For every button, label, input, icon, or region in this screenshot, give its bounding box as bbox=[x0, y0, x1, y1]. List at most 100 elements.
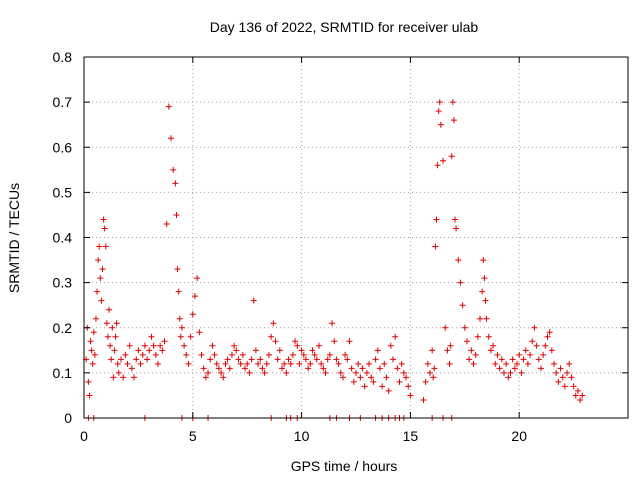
data-point bbox=[374, 347, 381, 354]
data-point bbox=[472, 351, 479, 358]
data-point bbox=[442, 324, 449, 331]
data-point bbox=[579, 392, 586, 399]
data-point bbox=[146, 347, 153, 354]
data-point bbox=[311, 351, 318, 358]
data-point bbox=[112, 333, 119, 340]
data-point bbox=[220, 374, 227, 381]
data-point bbox=[432, 243, 439, 250]
data-point bbox=[115, 369, 122, 376]
data-point bbox=[449, 99, 456, 106]
data-point bbox=[420, 396, 427, 403]
data-point bbox=[448, 153, 455, 160]
data-point bbox=[355, 360, 362, 367]
data-point bbox=[430, 374, 437, 381]
data-point bbox=[396, 378, 403, 385]
data-point bbox=[137, 360, 144, 367]
data-point bbox=[150, 342, 157, 349]
data-point bbox=[433, 216, 440, 223]
data-point bbox=[424, 360, 431, 367]
data-point bbox=[559, 374, 566, 381]
data-point bbox=[198, 351, 205, 358]
data-point bbox=[187, 333, 194, 340]
data-point bbox=[440, 157, 447, 164]
data-point bbox=[320, 365, 327, 372]
data-point bbox=[177, 333, 184, 340]
data-point bbox=[170, 166, 177, 173]
data-point bbox=[339, 374, 346, 381]
data-point bbox=[400, 369, 407, 376]
data-point bbox=[474, 333, 481, 340]
data-point bbox=[122, 351, 129, 358]
data-point bbox=[213, 360, 220, 367]
data-point bbox=[163, 220, 170, 227]
data-point bbox=[159, 347, 166, 354]
data-point bbox=[348, 365, 355, 372]
data-point bbox=[272, 338, 279, 345]
y-tick-label: 0.3 bbox=[53, 275, 73, 291]
data-point bbox=[551, 360, 558, 367]
data-point bbox=[88, 347, 95, 354]
data-point bbox=[292, 338, 299, 345]
data-point bbox=[453, 225, 460, 232]
data-point bbox=[289, 351, 296, 358]
data-point bbox=[577, 396, 584, 403]
data-point bbox=[555, 378, 562, 385]
data-point bbox=[113, 320, 120, 327]
data-point bbox=[276, 347, 283, 354]
x-tick-label: 15 bbox=[403, 428, 419, 444]
y-tick-label: 0.7 bbox=[53, 94, 73, 110]
data-point bbox=[92, 315, 99, 322]
data-point bbox=[294, 342, 301, 349]
data-point bbox=[270, 320, 277, 327]
data-point bbox=[263, 360, 270, 367]
y-axis-label: SRMTID / TECUs bbox=[6, 183, 22, 293]
data-point bbox=[126, 342, 133, 349]
y-tick-label: 0.8 bbox=[53, 49, 73, 65]
data-point bbox=[548, 347, 555, 354]
data-point bbox=[370, 378, 377, 385]
data-point bbox=[99, 266, 106, 273]
data-point bbox=[436, 99, 443, 106]
data-point bbox=[157, 342, 164, 349]
data-point bbox=[514, 360, 521, 367]
data-point bbox=[342, 351, 349, 358]
axes-layer: 0 0.1 0.2 0.3 0.4 0.5 0.6 0.7 0.8 0 5 10 15 20 bbox=[53, 49, 629, 444]
data-point bbox=[385, 387, 392, 394]
data-point bbox=[537, 365, 544, 372]
data-point bbox=[85, 378, 92, 385]
data-point bbox=[300, 351, 307, 358]
data-point bbox=[235, 356, 242, 363]
data-point bbox=[218, 369, 225, 376]
data-point bbox=[207, 356, 214, 363]
data-point bbox=[407, 392, 414, 399]
data-point bbox=[426, 369, 433, 376]
data-point bbox=[239, 351, 246, 358]
x-tick-label: 10 bbox=[294, 428, 310, 444]
data-point bbox=[124, 360, 131, 367]
data-point bbox=[479, 288, 486, 295]
data-point bbox=[148, 333, 155, 340]
data-point bbox=[481, 275, 488, 282]
data-point bbox=[261, 369, 268, 376]
data-point bbox=[94, 288, 101, 295]
data-point bbox=[237, 360, 244, 367]
data-point bbox=[144, 356, 151, 363]
data-point bbox=[313, 356, 320, 363]
data-point bbox=[566, 360, 573, 367]
data-point bbox=[353, 369, 359, 376]
data-point bbox=[477, 315, 484, 322]
data-point bbox=[202, 374, 209, 381]
points-layer bbox=[83, 99, 586, 421]
data-point bbox=[487, 347, 494, 354]
data-point bbox=[463, 338, 470, 345]
data-point bbox=[165, 103, 172, 110]
data-point bbox=[466, 356, 473, 363]
data-point bbox=[298, 347, 305, 354]
data-point bbox=[490, 342, 497, 349]
data-point bbox=[389, 356, 396, 363]
data-point bbox=[335, 360, 342, 367]
data-point bbox=[333, 356, 340, 363]
data-point bbox=[444, 347, 451, 354]
data-point bbox=[131, 374, 138, 381]
data-point bbox=[97, 275, 104, 282]
